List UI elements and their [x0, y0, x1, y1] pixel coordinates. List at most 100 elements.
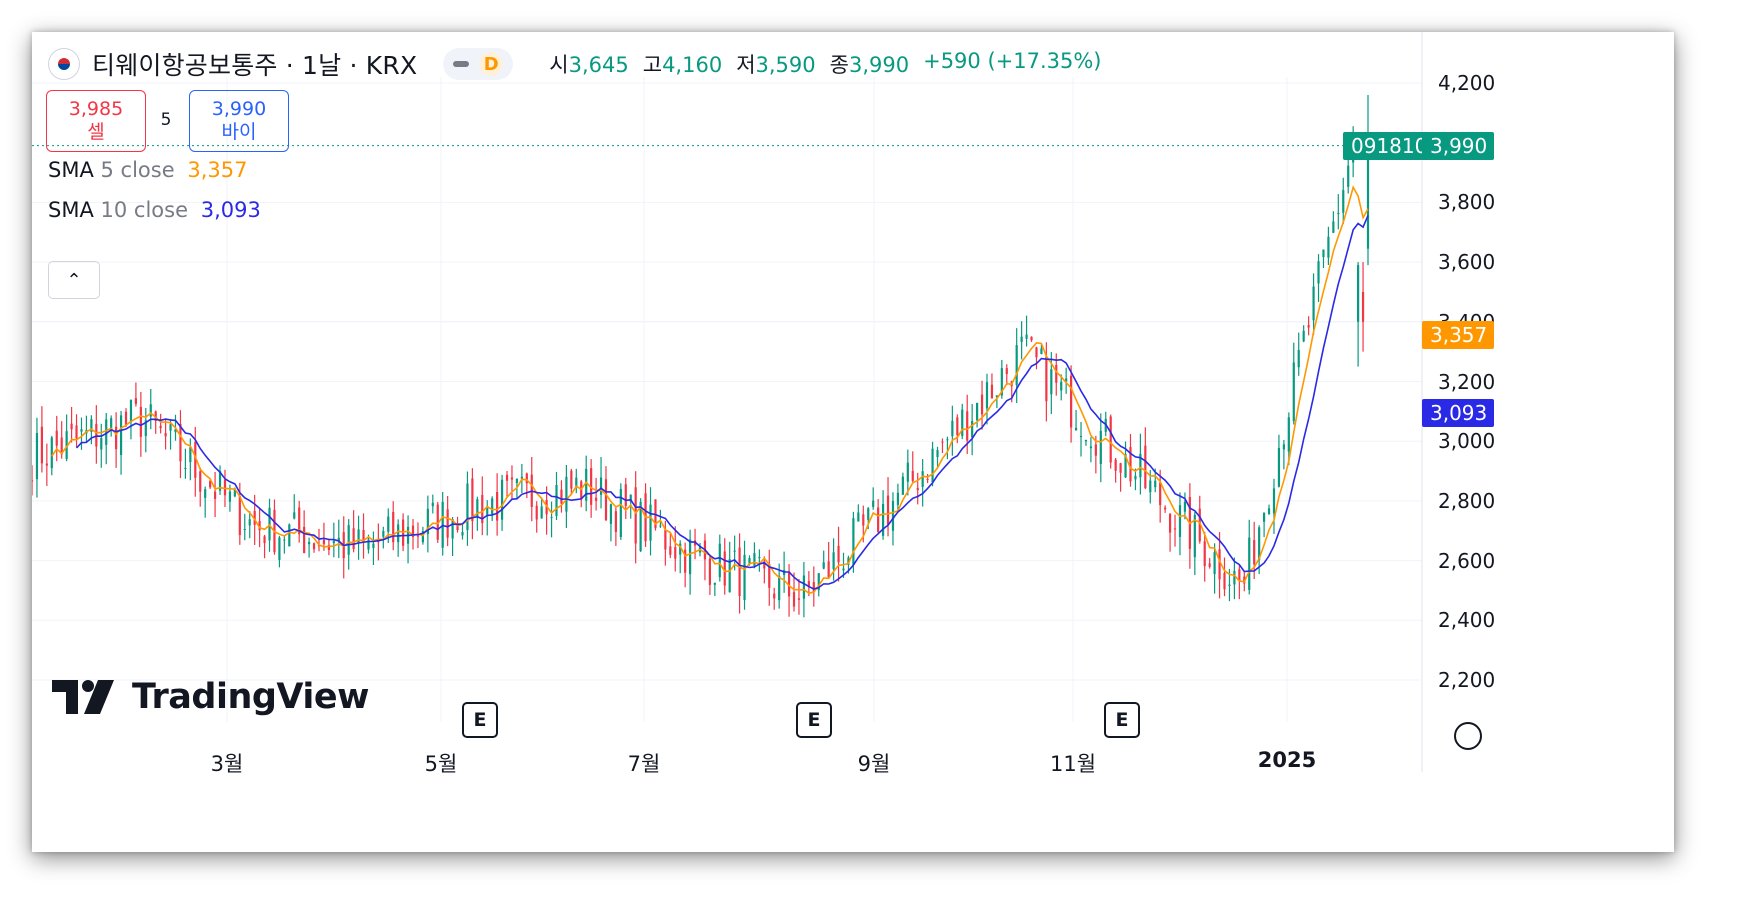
candle-body: [832, 552, 835, 570]
candle-body: [149, 404, 152, 417]
candle-body: [119, 415, 123, 455]
indicator-sma10[interactable]: SMA 10 close 3,093: [48, 198, 261, 222]
buy-button[interactable]: 3,990 바이: [189, 90, 289, 152]
candle-body: [599, 477, 603, 495]
candle-body: [45, 463, 48, 466]
candle-body: [337, 537, 340, 541]
candle-body: [1144, 445, 1147, 489]
candle-body: [159, 425, 162, 429]
tradingview-wordmark: TradingView: [132, 677, 369, 717]
symbol-title[interactable]: 티웨이항공보통주 · 1날 · KRX: [92, 51, 418, 80]
candle-body: [129, 399, 133, 423]
earnings-badge[interactable]: E: [796, 702, 832, 738]
candle-body: [476, 499, 479, 518]
candle-body: [1223, 572, 1226, 590]
candle-body: [436, 504, 439, 540]
candle-body: [322, 539, 326, 545]
candle-body: [708, 558, 711, 585]
candle-body: [1342, 190, 1345, 213]
candle-body: [1149, 480, 1152, 493]
y-tick-label: 3,600: [1438, 250, 1496, 275]
candle-body: [505, 474, 509, 481]
candle-body: [169, 424, 172, 431]
x-tick-label: 9월: [857, 752, 891, 776]
candle-body: [1025, 334, 1028, 339]
candle-body: [1094, 444, 1097, 456]
candle-body: [1000, 368, 1003, 396]
sma10-line: [75, 215, 1369, 590]
candle-body: [50, 437, 53, 469]
candle-body: [357, 529, 360, 543]
candle-body: [1366, 145, 1370, 249]
candle-body: [575, 477, 578, 487]
candle-body: [1282, 444, 1285, 450]
candle-body: [802, 575, 806, 599]
candle-body: [1060, 381, 1063, 391]
candle-body: [1183, 501, 1187, 512]
candle-body: [1045, 356, 1048, 402]
tradingview-logo-icon: [52, 680, 114, 714]
close-label: 종: [829, 53, 849, 77]
market-status-pill[interactable]: D: [443, 48, 514, 80]
candle-body: [80, 429, 83, 432]
candle-body: [1124, 454, 1127, 478]
earnings-badge[interactable]: E: [462, 702, 498, 738]
candle-body: [1040, 348, 1043, 355]
candle-body: [372, 543, 375, 549]
candle-body: [520, 476, 523, 479]
earnings-badge[interactable]: E: [1104, 702, 1140, 738]
candle-body: [1193, 514, 1196, 558]
candle-body: [1168, 513, 1172, 533]
candle-body: [560, 489, 563, 504]
candle-body: [347, 525, 350, 555]
low-label: 저: [736, 53, 756, 77]
candle-body: [134, 398, 138, 404]
candle-body: [807, 581, 810, 587]
y-tick-label: 3,200: [1438, 369, 1496, 394]
indicator-sma5[interactable]: SMA 5 close 3,357: [48, 158, 247, 182]
candle-body: [639, 501, 642, 552]
collapse-legend-button[interactable]: ⌃: [48, 261, 100, 299]
candle-body: [411, 525, 415, 537]
price-chart[interactable]: [32, 32, 1674, 852]
candle-body: [446, 509, 449, 538]
candle-body: [1178, 505, 1182, 537]
candle-body: [941, 441, 944, 443]
candle-body: [787, 571, 791, 597]
candle-body: [327, 544, 330, 550]
candle-body: [1079, 436, 1083, 438]
candle-body: [144, 420, 147, 437]
y-tick-label: 2,200: [1438, 668, 1496, 692]
candle-body: [1070, 375, 1073, 428]
candle-body: [980, 394, 984, 415]
settings-icon[interactable]: [1454, 722, 1482, 750]
candle-body: [604, 479, 608, 520]
candle-body: [713, 582, 716, 585]
candle-body: [55, 430, 58, 446]
candle-body: [70, 423, 73, 430]
candle-body: [872, 500, 875, 507]
candle-body: [307, 541, 311, 545]
candle-body: [1020, 336, 1023, 342]
candle-body: [1347, 165, 1350, 187]
candle-body: [1277, 447, 1281, 487]
candle-body: [674, 547, 677, 559]
candle-body: [921, 471, 924, 487]
candle-body: [377, 541, 380, 543]
sell-button[interactable]: 3,985 셀: [46, 90, 146, 152]
candle-body: [797, 598, 801, 600]
tradingview-logo[interactable]: TradingView: [52, 677, 369, 717]
delayed-data-badge: D: [479, 52, 504, 76]
candle-body: [1302, 330, 1305, 342]
candle-body: [303, 526, 306, 554]
candle-body: [421, 531, 425, 543]
candle-body: [95, 423, 98, 447]
candle-body: [951, 420, 954, 437]
candle-body: [926, 479, 929, 481]
candle-body: [174, 429, 177, 433]
chart-window: 티웨이항공보통주 · 1날 · KRX D 시3,645 고4,160 저3,5…: [32, 32, 1674, 852]
candle-body: [852, 518, 855, 566]
candle-body: [312, 543, 316, 550]
candle-body: [90, 419, 93, 432]
candle-body: [278, 537, 281, 560]
